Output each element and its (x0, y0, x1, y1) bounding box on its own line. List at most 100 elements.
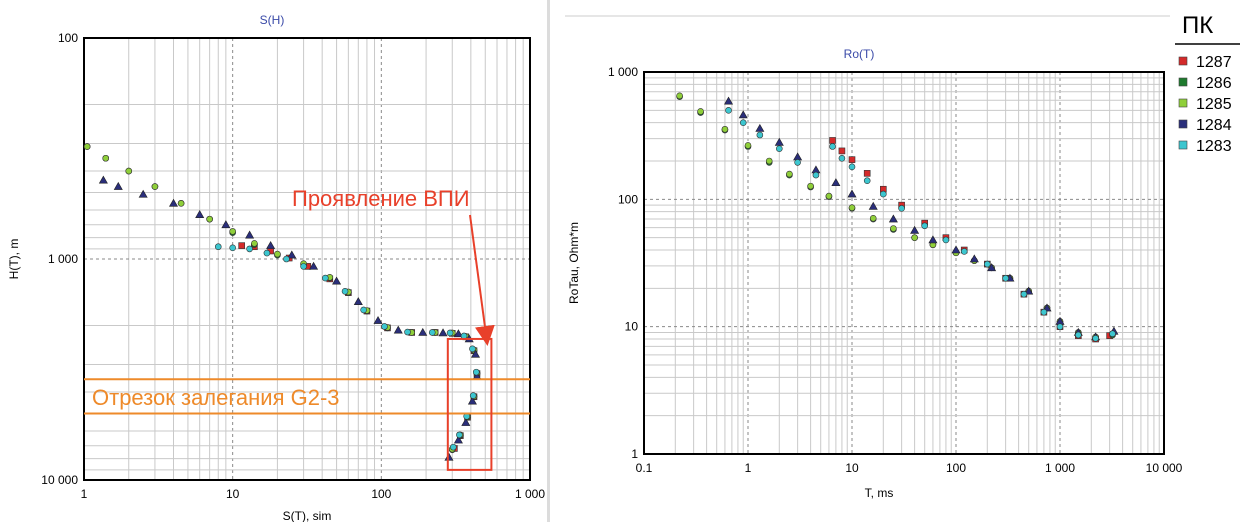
data-point (838, 147, 846, 155)
data-point (724, 96, 734, 105)
data-point (825, 192, 833, 200)
data-point (238, 242, 245, 249)
data-point (251, 240, 258, 247)
data-point (1075, 331, 1082, 339)
y-axis-label: H(T), m (7, 239, 21, 280)
legend-background (1170, 0, 1247, 190)
data-point (1092, 335, 1099, 342)
data-point (195, 210, 205, 218)
data-point (868, 201, 878, 210)
data-point (829, 137, 836, 144)
data-point (774, 137, 784, 146)
series-1283 (214, 243, 480, 451)
data-point (221, 220, 231, 229)
data-point (467, 396, 477, 405)
data-point (847, 189, 857, 198)
y-tick-label: 10 000 (41, 473, 78, 487)
data-point (446, 329, 454, 337)
legend-items: 1287 1286 1285 1284 1283 (1178, 54, 1232, 155)
data-point (739, 119, 747, 126)
data-point (444, 452, 454, 461)
vpi-arrow (469, 214, 495, 346)
data-point (786, 170, 793, 178)
y-tick-label: 100 (58, 31, 78, 45)
vpi-region-box (446, 337, 493, 471)
chart-title: Ro(T) (844, 47, 875, 61)
x-tick-label: 1 (745, 461, 752, 475)
data-point (793, 152, 803, 161)
data-point (461, 418, 471, 426)
data-point (1040, 308, 1048, 316)
data-point (393, 325, 403, 334)
data-point (697, 108, 704, 115)
x-tick-label: 100 (946, 461, 966, 475)
legend-label: 1283 (1196, 138, 1232, 155)
data-point (287, 250, 297, 259)
tick-labels: 1 10 100 1 000 100 1 000 10 000 (41, 31, 545, 501)
data-point (453, 329, 463, 338)
data-point (831, 178, 841, 187)
data-point (246, 245, 253, 253)
data-point (322, 274, 329, 282)
data-point (469, 392, 477, 399)
data-point (755, 123, 765, 132)
y-tick-label: 10 (625, 320, 639, 334)
data-point (848, 156, 856, 163)
data-point (138, 189, 148, 198)
legend-swatch (1178, 140, 1188, 150)
data-point (381, 323, 388, 330)
data-point (404, 328, 411, 336)
x-axis-label: T, ms (865, 486, 894, 500)
data-point (418, 327, 428, 336)
data-point (969, 254, 979, 263)
data-point (942, 236, 950, 244)
data-point (838, 155, 846, 162)
data-point (214, 243, 222, 251)
x-tick-label: 1 (81, 487, 88, 501)
x-tick-label: 10 000 (1146, 461, 1183, 475)
data-point (168, 198, 179, 207)
panel-divider (547, 0, 550, 522)
data-point (450, 443, 457, 451)
data-point (880, 190, 887, 198)
data-point (98, 175, 108, 184)
data-point (848, 163, 856, 171)
data-point (951, 245, 961, 254)
data-point (725, 107, 732, 114)
series-1287 (238, 242, 481, 452)
data-point (341, 287, 349, 295)
data-point (229, 228, 236, 235)
data-point (229, 244, 236, 252)
legend-swatch (1178, 119, 1188, 129)
x-tick-label: 100 (371, 487, 391, 501)
data-point (353, 297, 363, 305)
x-tick-label: 0.1 (636, 461, 653, 475)
chart-title: S(H) (260, 13, 285, 27)
y-tick-label: 1 (631, 447, 638, 461)
data-point (245, 230, 255, 239)
data-point (151, 183, 159, 190)
data-point (453, 435, 463, 444)
grid (644, 72, 1164, 454)
y-tick-label: 1 000 (48, 252, 78, 266)
data-point (812, 171, 820, 179)
data-point (102, 154, 110, 162)
data-point (829, 143, 836, 150)
plot-frame (643, 71, 1165, 455)
data-point (869, 214, 877, 222)
data-point (765, 157, 773, 165)
data-point (928, 235, 938, 244)
series-layer (676, 92, 1119, 343)
data-point (960, 248, 968, 255)
data-point (888, 214, 898, 223)
data-point (263, 249, 271, 257)
data-point (984, 260, 991, 268)
data-point (274, 250, 281, 258)
data-point (848, 204, 856, 211)
legend-swatch (1178, 77, 1188, 87)
data-point (125, 167, 133, 175)
data-point (332, 276, 342, 285)
